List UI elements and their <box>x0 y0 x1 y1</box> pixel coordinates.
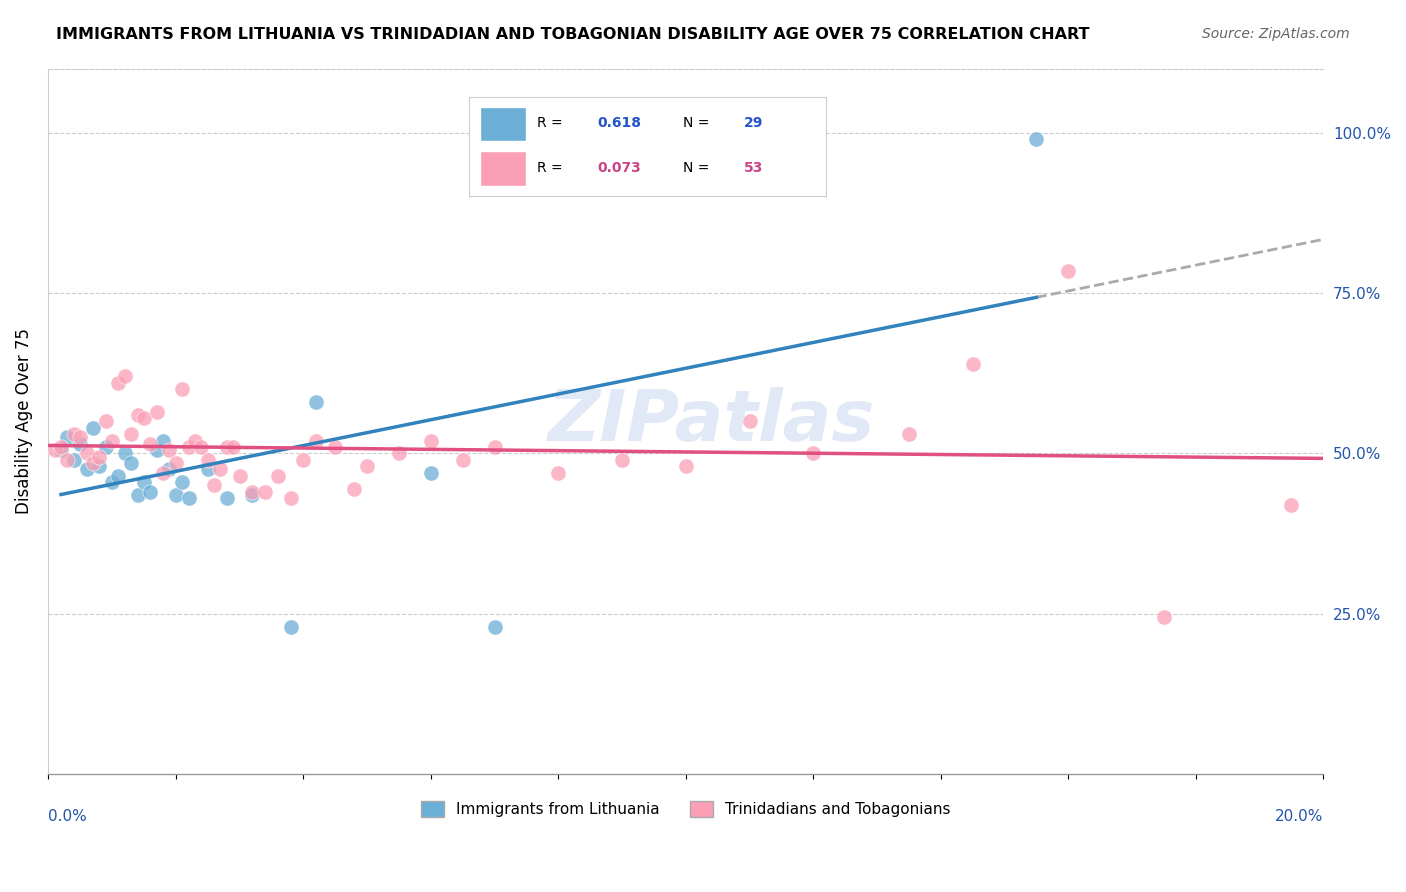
Point <box>89 459 111 474</box>
Point <box>215 491 238 506</box>
Point <box>253 484 276 499</box>
Point <box>1153 610 1175 624</box>
Point <box>419 434 441 448</box>
Point <box>197 452 219 467</box>
Point <box>44 443 66 458</box>
Point <box>49 443 72 458</box>
Point <box>127 408 149 422</box>
Legend: Immigrants from Lithuania, Trinidadians and Tobagonians: Immigrants from Lithuania, Trinidadians … <box>415 795 957 823</box>
Point <box>738 414 761 428</box>
Point <box>69 437 91 451</box>
Point <box>107 376 129 390</box>
Point <box>165 488 187 502</box>
Point <box>152 434 174 448</box>
Point <box>82 456 104 470</box>
Point <box>547 466 569 480</box>
Point <box>120 456 142 470</box>
Point <box>388 446 411 460</box>
Y-axis label: Disability Age Over 75: Disability Age Over 75 <box>15 328 32 515</box>
Point <box>197 462 219 476</box>
Point <box>94 440 117 454</box>
Point <box>323 440 346 454</box>
Text: ZIPatlas: ZIPatlas <box>547 387 875 456</box>
Point <box>145 405 167 419</box>
Point <box>240 484 263 499</box>
Point <box>157 462 180 476</box>
Point <box>69 430 91 444</box>
Point <box>132 475 155 490</box>
Point <box>484 440 506 454</box>
Point <box>1025 132 1047 146</box>
Point <box>962 357 984 371</box>
Point <box>101 434 124 448</box>
Point <box>62 452 84 467</box>
Point <box>1057 263 1080 277</box>
Text: IMMIGRANTS FROM LITHUANIA VS TRINIDADIAN AND TOBAGONIAN DISABILITY AGE OVER 75 C: IMMIGRANTS FROM LITHUANIA VS TRINIDADIAN… <box>56 27 1090 42</box>
Point <box>610 452 633 467</box>
Point <box>1279 498 1302 512</box>
Point <box>305 434 328 448</box>
Point <box>120 427 142 442</box>
Text: 20.0%: 20.0% <box>1275 809 1323 824</box>
Point <box>267 468 290 483</box>
Point <box>215 440 238 454</box>
Point <box>62 427 84 442</box>
Text: 0.0%: 0.0% <box>48 809 87 824</box>
Point <box>343 482 366 496</box>
Point <box>157 443 180 458</box>
Point <box>222 440 245 454</box>
Point <box>114 446 136 460</box>
Point <box>897 427 920 442</box>
Point <box>82 421 104 435</box>
Point <box>132 411 155 425</box>
Point <box>107 468 129 483</box>
Point <box>419 466 441 480</box>
Point <box>127 488 149 502</box>
Point <box>177 440 200 454</box>
Point <box>152 466 174 480</box>
Point <box>76 446 98 460</box>
Point <box>305 395 328 409</box>
Point <box>280 619 302 633</box>
Point <box>451 452 474 467</box>
Point <box>89 450 111 464</box>
Point <box>165 456 187 470</box>
Point <box>56 452 79 467</box>
Point <box>101 475 124 490</box>
Point <box>76 462 98 476</box>
Point <box>484 619 506 633</box>
Point <box>49 440 72 454</box>
Point <box>190 440 212 454</box>
Point <box>172 475 194 490</box>
Point <box>280 491 302 506</box>
Text: Source: ZipAtlas.com: Source: ZipAtlas.com <box>1202 27 1350 41</box>
Point <box>145 443 167 458</box>
Point <box>94 414 117 428</box>
Point <box>209 462 232 476</box>
Point <box>202 478 225 492</box>
Point <box>292 452 315 467</box>
Point <box>801 446 824 460</box>
Point <box>356 459 378 474</box>
Point <box>139 484 162 499</box>
Point <box>139 437 162 451</box>
Point <box>675 459 697 474</box>
Point <box>56 430 79 444</box>
Point <box>240 488 263 502</box>
Point <box>114 369 136 384</box>
Point <box>228 468 250 483</box>
Point <box>172 382 194 396</box>
Point <box>177 491 200 506</box>
Point <box>184 434 207 448</box>
